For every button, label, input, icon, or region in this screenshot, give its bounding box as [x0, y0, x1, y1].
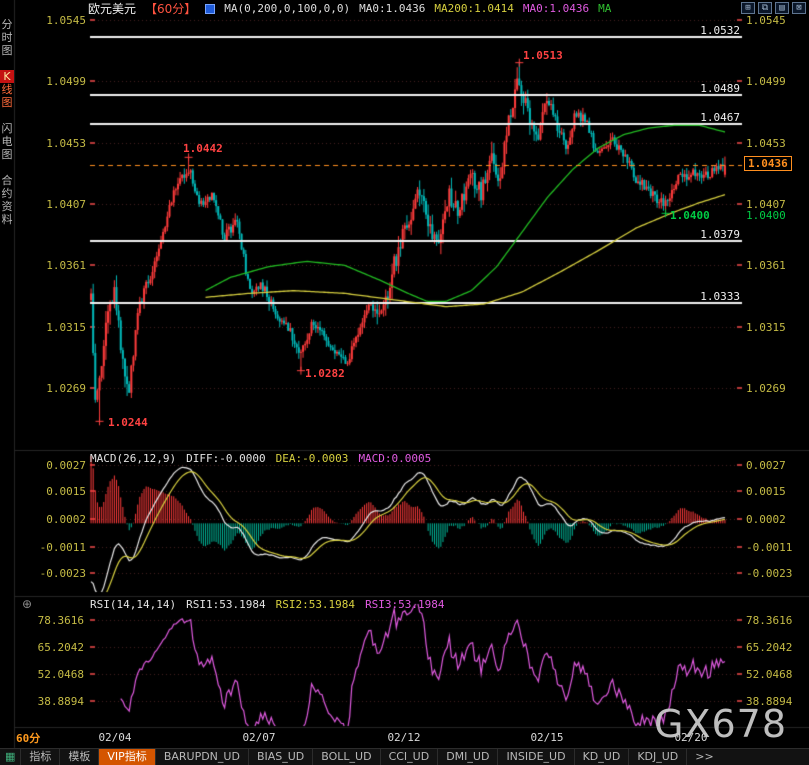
ma-tail-label: MA	[598, 2, 612, 15]
sidebar-tab-char: 图	[1, 44, 13, 57]
ma0-value: MA0:1.0436	[359, 2, 426, 15]
indicator-grid-icon[interactable]: ▦	[0, 749, 22, 765]
sidebar-tab-char: 闪	[1, 122, 13, 135]
macd-diff-value: DIFF:-0.0000	[186, 452, 266, 465]
sidebar-tab-char: 电	[1, 135, 13, 148]
chart-style-icon[interactable]	[205, 3, 216, 14]
sidebar-tab-char: 图	[1, 96, 13, 109]
rsi-title-row: RSI(14,14,14) RSI1:53.1984 RSI2:53.1984 …	[90, 598, 445, 611]
sidebar-tab-char: 资	[1, 200, 13, 213]
window-list-button[interactable]: ▤	[775, 2, 789, 14]
rsi1-value: RSI1:53.1984	[186, 598, 266, 611]
toolbar-item-dmi_ud[interactable]: DMI_UD	[438, 749, 499, 765]
rsi2-value: RSI2:53.1984	[275, 598, 356, 611]
toolbar-item-[interactable]: 模板	[60, 749, 100, 765]
toolbar-item-kd_ud[interactable]: KD_UD	[575, 749, 630, 765]
sidebar-tab-char: 约	[1, 187, 13, 200]
macd-macd-value: MACD:0.0005	[358, 452, 432, 465]
sidebar-tab-time-chart[interactable]: 分时图	[0, 18, 14, 57]
window-controls: ⊞ ⧉ ▤ ⊠	[741, 2, 806, 14]
rsi-params: RSI(14,14,14)	[90, 598, 177, 611]
sidebar-tab-contract-info[interactable]: 合约资料	[0, 174, 14, 226]
watermark: GX678	[654, 702, 788, 746]
macd-title-row: MACD(26,12,9) DIFF:-0.0000 DEA:-0.0003 M…	[90, 452, 431, 465]
toolbar-item-kdj_ud[interactable]: KDJ_UD	[629, 749, 688, 765]
ma-settings-label: MA(0,200,0,100,0,0)	[224, 2, 351, 15]
add-indicator-icon[interactable]: ⊕	[22, 597, 33, 611]
sidebar-tab-char: 图	[1, 148, 13, 161]
chart-header: 欧元美元 【60分】 MA(0,200,0,100,0,0) MA0:1.043…	[88, 1, 611, 16]
bottom-toolbar: ▦ 指标 模板 VIP指标 BARUPDN_UD BIAS_UD BOLL_UD CCI_UD…	[0, 748, 809, 765]
cascade-windows-button[interactable]: ⧉	[758, 2, 772, 14]
sidebar-tab-char: 料	[1, 213, 13, 226]
sidebar-tab-char: K	[0, 70, 14, 83]
macd-params: MACD(26,12,9)	[90, 452, 177, 465]
toolbar-item-inside_ud[interactable]: INSIDE_UD	[498, 749, 575, 765]
close-window-button[interactable]: ⊠	[792, 2, 806, 14]
toolbar-more-button[interactable]: >>	[695, 750, 714, 763]
toolbar-item-boll_ud[interactable]: BOLL_UD	[313, 749, 381, 765]
timeframe-label[interactable]: 60分	[16, 732, 41, 745]
symbol-title: 欧元美元	[88, 2, 137, 16]
ma0b-value: MA0:1.0436	[522, 2, 590, 15]
toolbar-item-[interactable]: 指标	[21, 749, 61, 765]
toolbar-item-vip[interactable]: VIP指标	[99, 749, 156, 765]
layout-grid-button[interactable]: ⊞	[741, 2, 755, 14]
sidebar-tab-char: 分	[1, 18, 13, 31]
toolbar-item-bias_ud[interactable]: BIAS_UD	[249, 749, 314, 765]
toolbar-item-cci_ud[interactable]: CCI_UD	[381, 749, 439, 765]
rsi3-value: RSI3:53.1984	[365, 598, 445, 611]
sidebar-tab-char: 时	[1, 31, 13, 44]
sidebar-tab-flash-chart[interactable]: 闪电图	[0, 122, 14, 161]
toolbar-item-barupdn_ud[interactable]: BARUPDN_UD	[156, 749, 249, 765]
macd-dea-value: DEA:-0.0003	[275, 452, 349, 465]
sidebar-tab-char: 线	[1, 83, 13, 96]
ma200-value: MA200:1.0414	[434, 2, 514, 15]
sidebar-tab-char: 合	[1, 174, 13, 187]
period-badge: 【60分】	[145, 2, 197, 16]
